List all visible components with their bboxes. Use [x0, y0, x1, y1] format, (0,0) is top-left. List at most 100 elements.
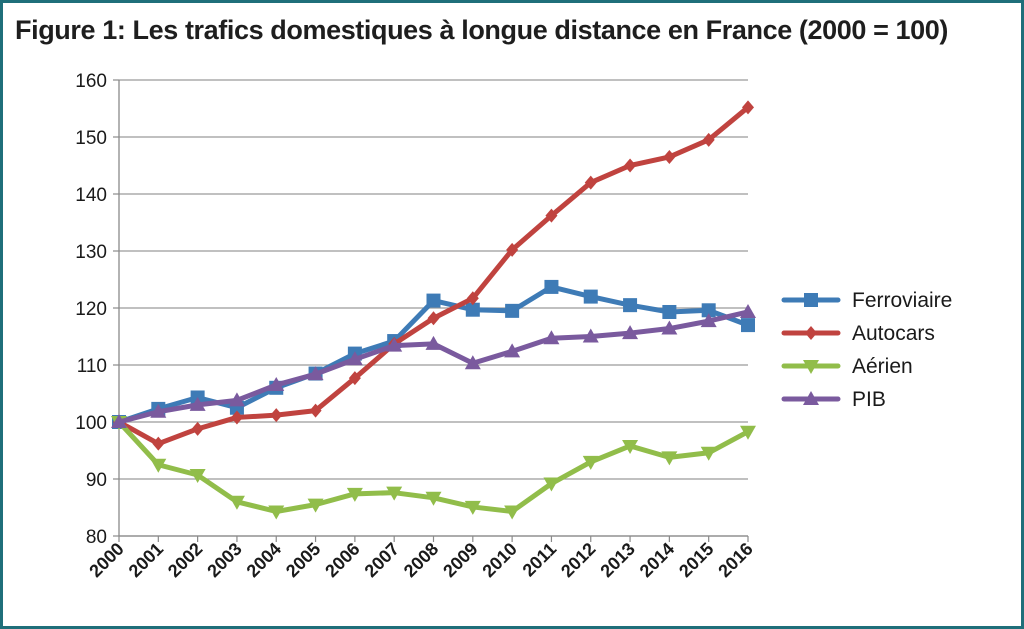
- x-tick-label-2009: 2009: [439, 539, 481, 581]
- data-point-aerien-2002: [189, 469, 206, 484]
- data-point-pib-2011: [543, 330, 560, 345]
- x-axis: 2000200120022003200420052006200720082009…: [85, 535, 757, 581]
- data-point-aerien-2016: [740, 425, 756, 440]
- data-point-aerien-2012: [582, 455, 599, 470]
- data-point-autocars-2001: [152, 436, 165, 451]
- legend: Ferroviaire Autocars Aérien PIB: [781, 289, 952, 411]
- data-point-ferroviaire-2014: [662, 304, 677, 319]
- legend-item-ferroviaire: Ferroviaire: [781, 289, 952, 312]
- chart-title: Figure 1: Les trafics domestiques à long…: [15, 15, 948, 45]
- gridlines: [119, 79, 748, 537]
- data-point-aerien-2001: [150, 458, 167, 473]
- data-point-autocars-2014: [663, 149, 676, 164]
- data-point-ferroviaire-2013: [623, 298, 638, 313]
- x-tick-label-2013: 2013: [596, 539, 638, 581]
- data-point-pib-2005: [307, 366, 324, 381]
- x-tick-label-2016: 2016: [714, 539, 756, 581]
- data-point-aerien-2011: [543, 477, 560, 492]
- data-point-pib-2004: [268, 376, 285, 391]
- y-tick-label-110: 110: [77, 356, 107, 377]
- legend-label-autocars: Autocars: [852, 322, 935, 345]
- data-point-aerien-2014: [661, 451, 678, 466]
- y-tick-label-100: 100: [75, 413, 107, 434]
- legend-marker-ferroviaire: [804, 293, 818, 307]
- data-point-ferroviaire-2008: [426, 293, 441, 308]
- data-point-ferroviaire-2016: [741, 318, 755, 333]
- data-point-autocars-2009: [466, 291, 479, 306]
- data-point-aerien-2004: [268, 505, 285, 520]
- data-point-pib-2014: [661, 320, 678, 335]
- x-tick-label-2008: 2008: [400, 539, 442, 581]
- y-tick-label-150: 150: [75, 128, 107, 149]
- data-point-pib-2008: [425, 335, 442, 350]
- series-autocars: [113, 100, 754, 451]
- series-aerien: [111, 416, 756, 520]
- data-point-pib-2010: [504, 343, 521, 358]
- data-point-aerien-2015: [700, 446, 717, 461]
- y-tick-label-80: 80: [86, 527, 107, 548]
- y-tick-label-120: 120: [75, 299, 107, 320]
- data-point-ferroviaire-2009: [465, 302, 480, 317]
- data-point-pib-2013: [622, 325, 639, 340]
- y-tick-label-160: 160: [75, 71, 107, 92]
- data-point-pib-2002: [189, 396, 206, 411]
- legend-marker-pib: [803, 391, 819, 405]
- x-tick-label-2011: 2011: [519, 539, 561, 581]
- x-tick-label-2010: 2010: [478, 539, 520, 581]
- series-pib: [111, 303, 756, 428]
- data-point-autocars-2005: [309, 403, 322, 418]
- y-tick-label-90: 90: [86, 470, 107, 491]
- data-point-aerien-2003: [228, 495, 245, 510]
- data-point-pib-2009: [464, 355, 481, 370]
- data-point-pib-2016: [740, 303, 756, 318]
- legend-item-pib: PIB: [781, 388, 886, 411]
- data-point-autocars-2004: [270, 408, 283, 423]
- legend-label-pib: PIB: [852, 388, 886, 411]
- data-point-ferroviaire-2010: [505, 303, 520, 318]
- data-point-autocars-2013: [624, 158, 637, 173]
- data-point-autocars-2016: [742, 100, 754, 115]
- data-point-aerien-2013: [622, 439, 639, 454]
- series-line-autocars: [116, 104, 751, 447]
- data-point-pib-2006: [346, 351, 363, 366]
- x-tick-label-2001: 2001: [125, 539, 167, 581]
- x-tick-label-2007: 2007: [361, 539, 403, 581]
- data-point-autocars-2008: [427, 311, 440, 326]
- x-tick-label-2012: 2012: [557, 539, 599, 581]
- data-point-pib-2001: [150, 403, 167, 418]
- series-line-pib: [116, 309, 751, 425]
- legend-item-autocars: Autocars: [781, 322, 935, 345]
- data-point-autocars-2003: [230, 410, 243, 425]
- data-point-aerien-2010: [504, 505, 521, 520]
- data-point-aerien-2007: [386, 486, 403, 501]
- legend-label-aerien: Aérien: [852, 355, 913, 378]
- x-tick-label-2015: 2015: [675, 539, 717, 581]
- data-point-pib-2000: [111, 414, 127, 428]
- x-tick-label-2003: 2003: [203, 539, 245, 581]
- data-point-aerien-2008: [425, 491, 442, 506]
- legend-item-aerien: Aérien: [781, 355, 913, 378]
- data-point-ferroviaire-2012: [583, 289, 598, 304]
- data-point-aerien-2005: [307, 498, 324, 513]
- legend-marker-aerien: [803, 360, 819, 374]
- legend-label-ferroviaire: Ferroviaire: [852, 289, 952, 312]
- data-point-aerien-2006: [346, 487, 363, 502]
- legend-marker-autocars: [805, 326, 817, 340]
- data-point-autocars-2015: [702, 132, 715, 147]
- data-point-ferroviaire-2011: [544, 279, 559, 294]
- data-point-pib-2012: [582, 328, 599, 343]
- data-point-autocars-2006: [348, 371, 361, 386]
- x-tick-label-2006: 2006: [321, 539, 363, 581]
- data-point-pib-2007: [386, 337, 403, 352]
- x-tick-label-2005: 2005: [282, 539, 324, 581]
- y-tick-label-130: 130: [75, 242, 107, 263]
- y-axis: 80 90 100 110 120 130 140 150 160: [75, 71, 120, 548]
- data-point-autocars-2012: [584, 175, 597, 190]
- data-point-aerien-2009: [464, 500, 481, 515]
- x-tick-label-2004: 2004: [243, 539, 285, 581]
- x-tick-label-2014: 2014: [636, 539, 678, 581]
- data-point-ferroviaire-2015: [701, 303, 716, 318]
- data-point-pib-2015: [700, 313, 717, 328]
- data-point-autocars-2002: [191, 421, 204, 436]
